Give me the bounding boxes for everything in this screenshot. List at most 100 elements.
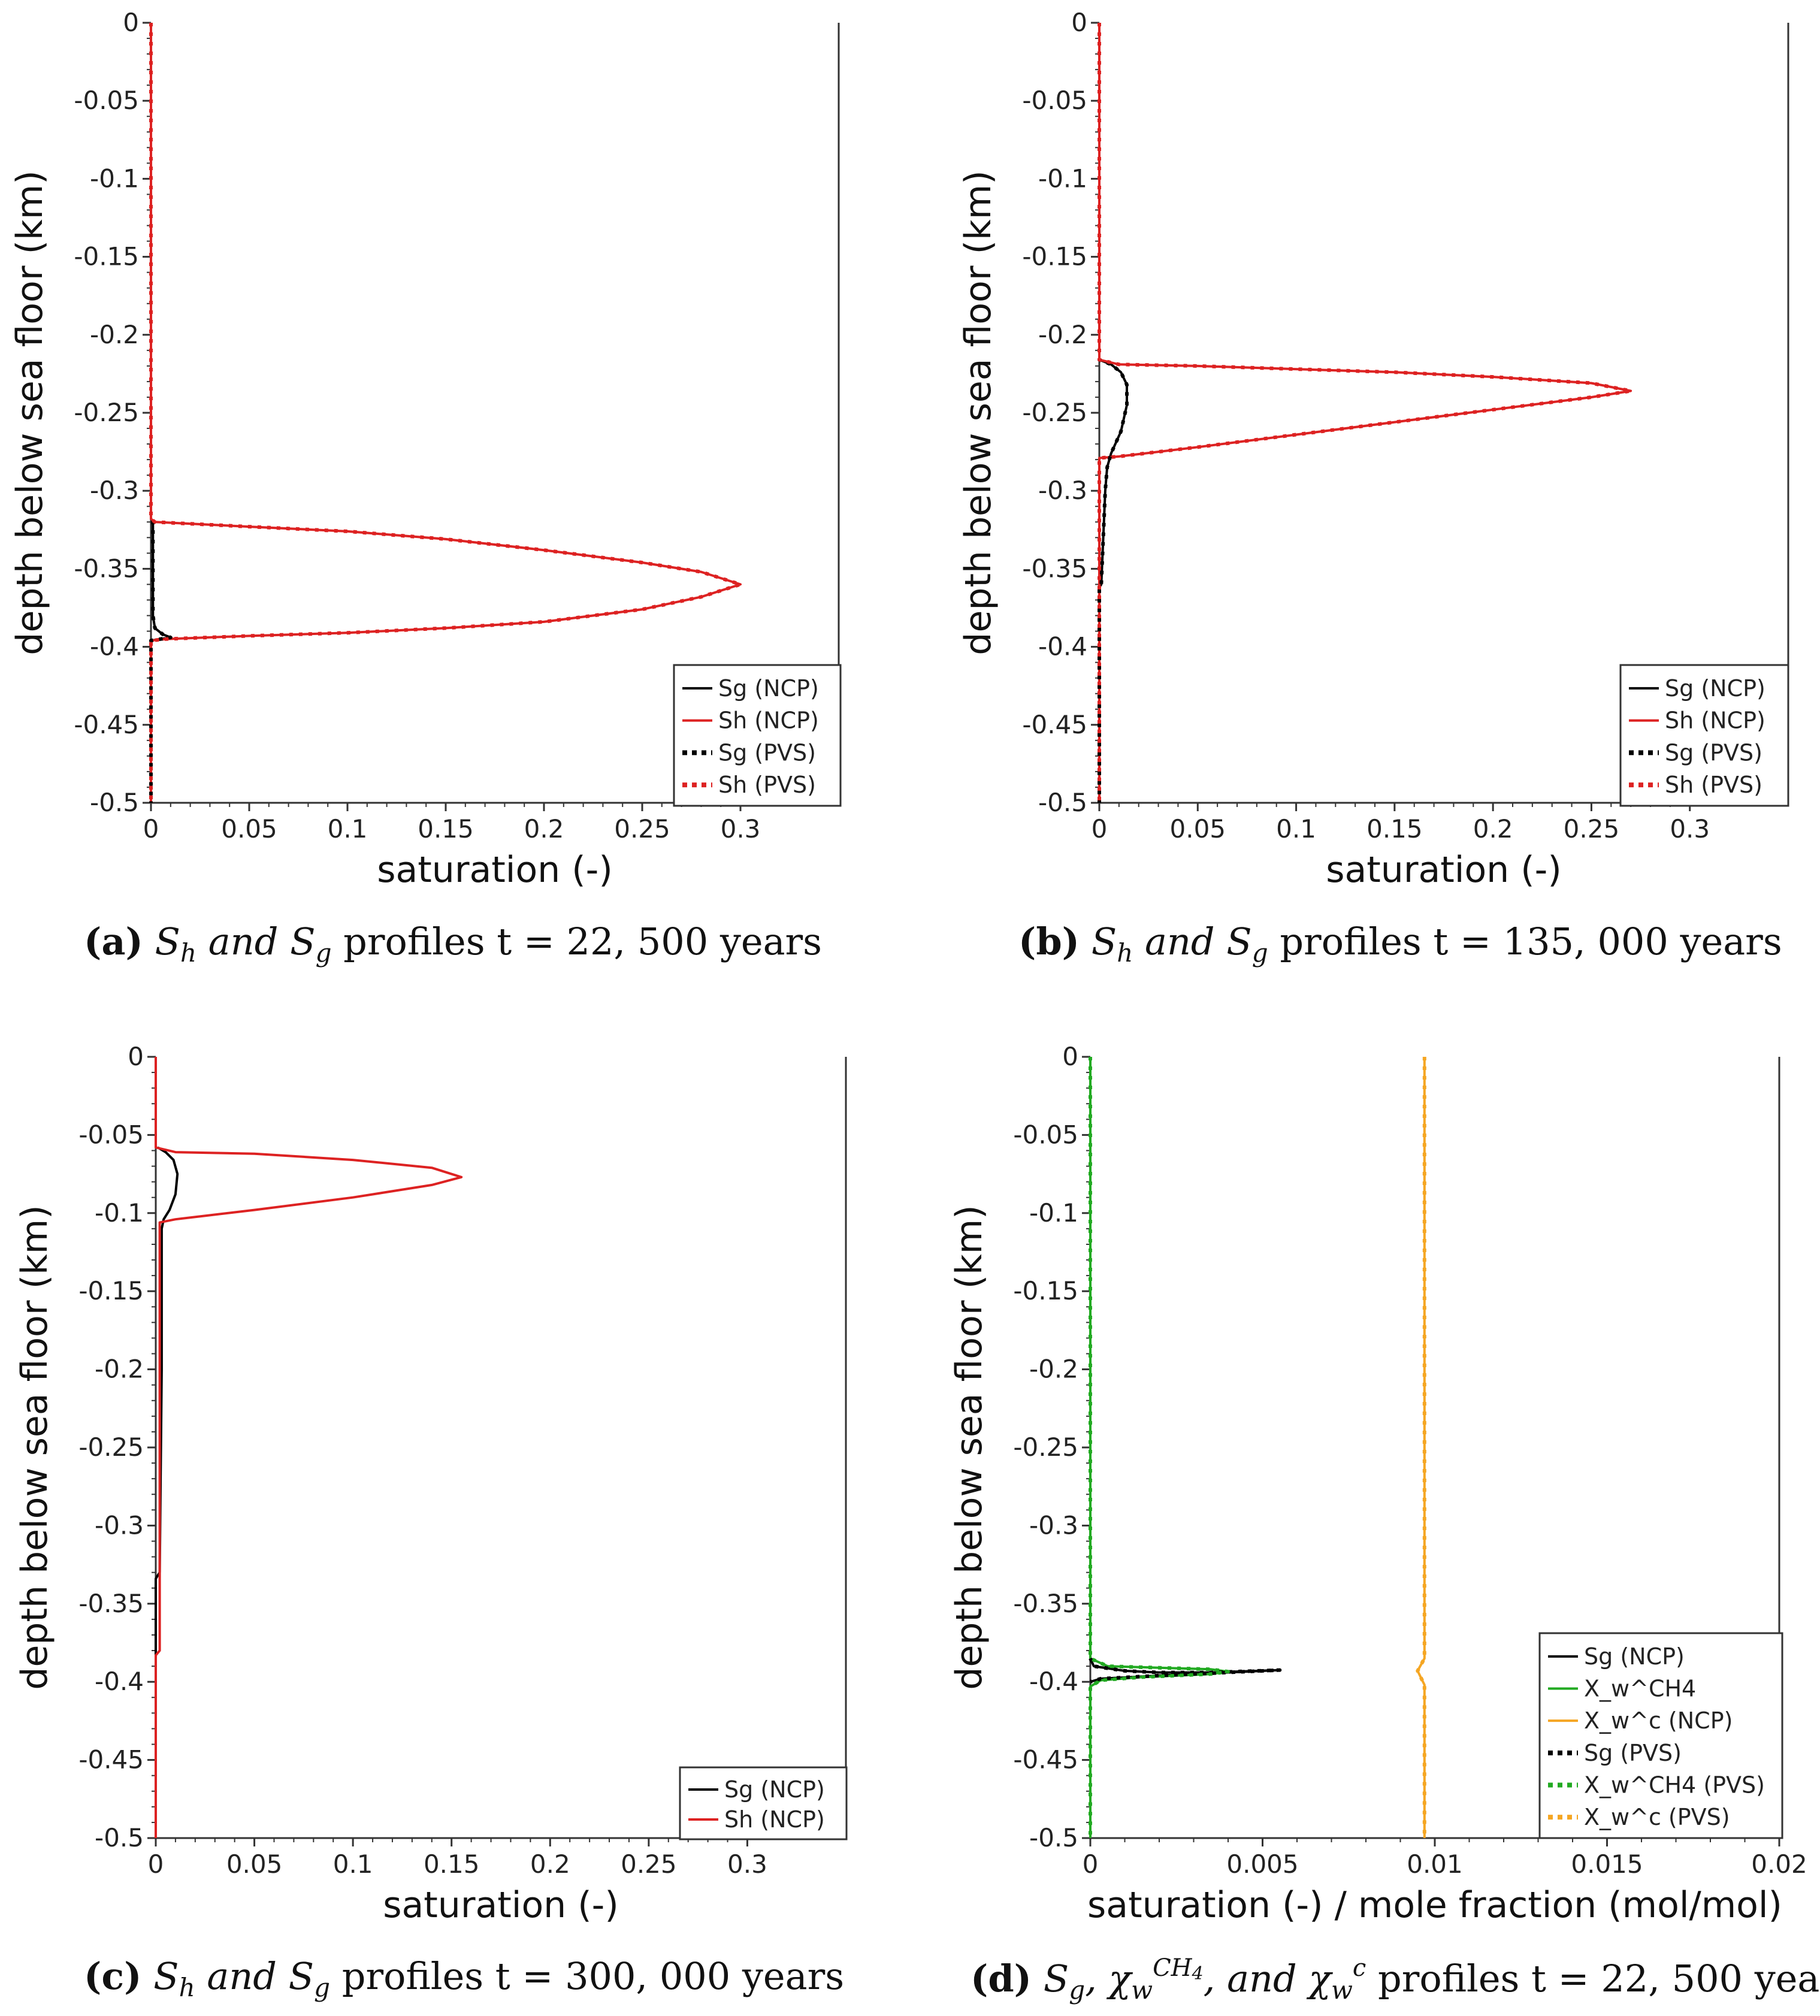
y-tick-label: -0.3: [1029, 1510, 1078, 1540]
y-tick-label: -0.45: [78, 1745, 144, 1775]
series-line: [155, 1057, 463, 1838]
y-tick-label: -0.15: [1013, 1276, 1078, 1305]
y-tick-label: -0.1: [1038, 164, 1087, 193]
legend-label: Sg (NCP): [724, 1776, 825, 1803]
y-tick-label: 0: [123, 8, 139, 37]
y-tick-label: -0.35: [1013, 1589, 1078, 1618]
legend-label: Sh (PVS): [718, 772, 816, 798]
series-line: [149, 23, 742, 803]
legend-label: Sg (NCP): [1584, 1643, 1685, 1670]
y-tick-label: -0.1: [95, 1198, 144, 1228]
chart-c: 0 -0.05 -0.1 -0.15 -0.2 -0.25 -0.3 -0.35 -0.4 -0.…: [14, 1042, 848, 1926]
series-line: [149, 23, 173, 803]
caption-d: (d) Sg, χwCH4, and χwc profiles t = 22, …: [971, 1954, 1820, 2005]
series-line: [150, 23, 742, 803]
legend-label: Sg (NCP): [1665, 675, 1765, 702]
x-tick-label: 0.15: [418, 814, 474, 844]
x-axis-title: saturation (-): [377, 849, 613, 891]
y-tick-label: -0.15: [78, 1276, 144, 1305]
x-tick-label: 0.1: [1276, 814, 1316, 844]
legend-label: Sh (NCP): [724, 1806, 825, 1833]
y-tick-label: -0.35: [1022, 554, 1087, 583]
x-tick-label: 0.3: [1670, 814, 1710, 844]
y-tick-label: -0.5: [1038, 788, 1087, 817]
legend-label: Sg (PVS): [1584, 1740, 1682, 1766]
y-tick-label: -0.05: [1013, 1120, 1078, 1149]
legend-label: Sg (PVS): [1665, 739, 1762, 766]
y-tick-label: 0: [1062, 1042, 1078, 1071]
series-line: [1416, 1057, 1426, 1838]
y-tick-label: -0.3: [95, 1510, 144, 1540]
y-tick-label: -0.5: [95, 1823, 144, 1852]
x-tick-label: 0.2: [1473, 814, 1513, 844]
x-tick-label: 0.01: [1407, 1849, 1463, 1879]
legend-box: [679, 1766, 848, 1840]
x-tick-label: 0: [148, 1849, 164, 1879]
x-axis-title: saturation (-): [383, 1884, 619, 1926]
series-line: [1089, 1057, 1230, 1838]
y-tick-label: -0.35: [78, 1589, 144, 1618]
caption-a: (a) Sh and Sg profiles t = 22, 500 years: [84, 920, 823, 968]
legend-label: X_w^c (PVS): [1584, 1804, 1730, 1830]
y-tick-label: -0.45: [1022, 710, 1087, 739]
x-axis-title: saturation (-): [1326, 849, 1562, 891]
caption-b: (b) Sh and Sg profiles t = 135, 000 year…: [1018, 920, 1782, 968]
x-tick-label: 0.1: [333, 1849, 373, 1879]
y-tick-label: -0.3: [90, 476, 139, 505]
y-tick-label: -0.25: [1022, 398, 1087, 427]
x-tick-label: 0.2: [524, 814, 564, 844]
legend-label: Sh (NCP): [1665, 708, 1765, 734]
y-tick-label: -0.15: [74, 242, 139, 271]
series-line: [1098, 23, 1129, 803]
caption-c: (c) Sh and Sg profiles t = 300, 000 year…: [84, 1954, 845, 2002]
series-line: [1098, 23, 1128, 803]
y-axis-title: depth below sea floor (km): [957, 170, 999, 655]
legend-label: Sg (PVS): [718, 739, 816, 766]
x-tick-label: 0.25: [614, 814, 670, 844]
chart-b: 0 -0.05 -0.1 -0.15 -0.2 -0.25 -0.3 -0.35 -0.4 -0.…: [957, 8, 1789, 891]
legend-label: X_w^CH4 (PVS): [1584, 1772, 1765, 1799]
y-axis-title: depth below sea floor (km): [14, 1205, 56, 1689]
y-tick-label: -0.4: [1029, 1667, 1078, 1696]
y-tick-label: -0.05: [1022, 86, 1087, 115]
y-tick-label: -0.25: [78, 1432, 144, 1462]
y-tick-label: -0.25: [1013, 1432, 1078, 1462]
legend-label: X_w^c (NCP): [1584, 1707, 1733, 1734]
x-tick-label: 0.05: [1170, 814, 1226, 844]
y-tick-label: -0.05: [74, 86, 139, 115]
y-tick-label: -0.45: [74, 710, 139, 739]
y-tick-label: -0.4: [1038, 632, 1087, 661]
y-tick-label: -0.2: [90, 320, 139, 349]
x-tick-label: 0.25: [621, 1849, 677, 1879]
x-tick-label: 0.02: [1751, 1849, 1807, 1879]
x-tick-label: 0.015: [1571, 1849, 1643, 1879]
y-tick-label: -0.5: [1029, 1823, 1078, 1852]
x-tick-label: 0.15: [1366, 814, 1423, 844]
y-tick-label: 0: [1071, 8, 1087, 37]
y-tick-label: -0.35: [74, 554, 139, 583]
y-tick-label: -0.05: [78, 1120, 144, 1149]
legend-label: Sg (NCP): [718, 675, 819, 702]
y-tick-label: -0.15: [1022, 242, 1087, 271]
x-tick-label: 0.05: [226, 1849, 283, 1879]
y-tick-label: -0.1: [1029, 1198, 1078, 1228]
y-tick-label: -0.2: [1029, 1355, 1078, 1384]
x-axis-title: saturation (-) / mole fraction (mol/mol): [1087, 1884, 1782, 1926]
y-tick-label: -0.45: [1013, 1745, 1078, 1775]
y-axis-title: depth below sea floor (km): [9, 170, 51, 655]
y-tick-label: -0.4: [95, 1667, 144, 1696]
legend-box: [1538, 1632, 1783, 1839]
series-line: [1098, 23, 1633, 803]
y-tick-label: -0.1: [90, 164, 139, 193]
chart-a: 0 -0.05 -0.1 -0.15 -0.2 -0.25 -0.3 -0.35 -0.4 -0.…: [9, 8, 842, 891]
x-tick-label: 0.15: [424, 1849, 480, 1879]
chart-d: 0 -0.05 -0.1 -0.15 -0.2 -0.25 -0.3 -0.35 -0.4 -0.…: [948, 1042, 1807, 1926]
series-line: [1098, 23, 1632, 803]
y-tick-label: 0: [128, 1042, 144, 1071]
x-tick-label: 0.1: [328, 814, 368, 844]
legend-label: Sh (PVS): [1665, 772, 1762, 798]
x-tick-label: 0.3: [721, 814, 761, 844]
series-line: [1089, 1057, 1229, 1838]
